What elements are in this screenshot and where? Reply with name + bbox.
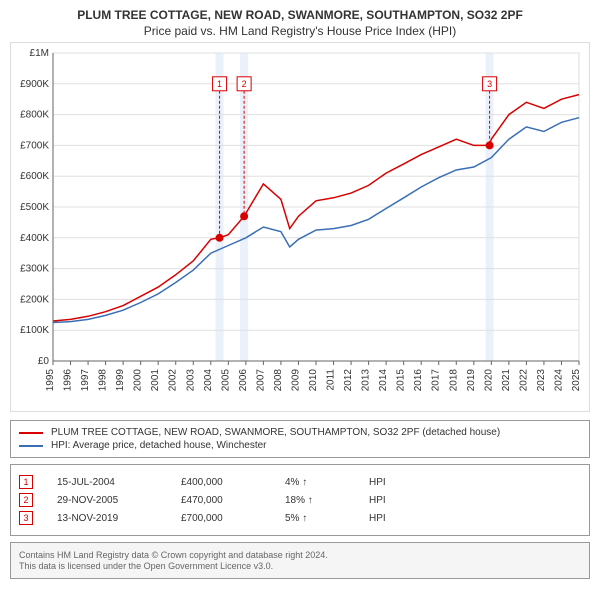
x-tick-label: 1997 [80,369,91,392]
footer-line1: Contains HM Land Registry data © Crown c… [19,550,581,560]
x-tick-label: 2003 [185,369,196,392]
event-point [486,141,494,149]
x-tick-label: 2019 [466,369,477,392]
y-tick-label: £400K [20,233,49,244]
y-tick-label: £800K [20,110,49,121]
x-tick-label: 2023 [536,369,547,392]
x-tick-label: 2016 [413,369,424,392]
x-tick-label: 1999 [115,369,126,392]
y-tick-label: £200K [20,294,49,305]
x-tick-label: 2024 [553,369,564,392]
event-row: 2 29-NOV-2005 £470,000 18% ↑ HPI [19,493,581,507]
event-pct: 18% ↑ [285,495,345,506]
event-marker-icon: 2 [19,493,33,507]
x-tick-label: 2009 [290,369,301,392]
y-tick-label: £500K [20,202,49,213]
x-tick-label: 2014 [378,369,389,392]
event-suffix: HPI [369,477,386,488]
event-marker-icon: 3 [19,511,33,525]
legend-label: PLUM TREE COTTAGE, NEW ROAD, SWANMORE, S… [51,427,500,438]
x-tick-label: 2022 [518,369,529,392]
event-price: £400,000 [181,477,261,488]
chart-title-block: PLUM TREE COTTAGE, NEW ROAD, SWANMORE, S… [8,8,592,38]
legend-swatch [19,445,43,447]
event-row: 1 15-JUL-2004 £400,000 4% ↑ HPI [19,475,581,489]
event-suffix: HPI [369,495,386,506]
legend-box: PLUM TREE COTTAGE, NEW ROAD, SWANMORE, S… [10,420,590,458]
event-date: 29-NOV-2005 [57,495,157,506]
x-tick-label: 2025 [571,369,582,392]
y-tick-label: £0 [38,356,50,367]
legend-row: HPI: Average price, detached house, Winc… [19,440,581,451]
x-tick-label: 2007 [255,369,266,392]
y-tick-label: £1M [30,48,49,59]
event-marker-num: 1 [217,79,222,89]
chart-title-line1: PLUM TREE COTTAGE, NEW ROAD, SWANMORE, S… [8,8,592,22]
x-tick-label: 1996 [63,369,74,392]
chart-container: £0 £100K £200K £300K £400K £500K £600K £700K £80… [10,42,590,412]
events-table: 1 15-JUL-2004 £400,000 4% ↑ HPI 2 29-NOV-2005 £… [10,464,590,536]
y-tick-label: £700K [20,140,49,151]
event-row: 3 13-NOV-2019 £700,000 5% ↑ HPI [19,511,581,525]
x-tick-label: 2008 [273,369,284,392]
event-date: 13-NOV-2019 [57,513,157,524]
y-tick-label: £300K [20,264,49,275]
x-tick-label: 2013 [361,369,372,392]
y-tick-label: £900K [20,79,49,90]
price-chart: £0 £100K £200K £300K £400K £500K £600K £700K £80… [11,43,591,413]
legend-swatch [19,432,43,434]
x-tick-label: 2020 [483,369,494,392]
x-tick-label: 2012 [343,369,354,392]
legend-label: HPI: Average price, detached house, Winc… [51,440,267,451]
event-price: £700,000 [181,513,261,524]
x-tick-label: 2002 [168,369,179,392]
event-suffix: HPI [369,513,386,524]
y-tick-label: £600K [20,171,49,182]
event-pct: 4% ↑ [285,477,345,488]
x-tick-label: 2021 [501,369,512,392]
event-date: 15-JUL-2004 [57,477,157,488]
x-tick-label: 2015 [396,369,407,392]
footer-line2: This data is licensed under the Open Gov… [19,561,581,571]
x-tick-label: 2010 [308,369,319,392]
legend-row: PLUM TREE COTTAGE, NEW ROAD, SWANMORE, S… [19,427,581,438]
x-tick-label: 2004 [203,369,214,392]
x-tick-label: 2001 [150,369,161,392]
x-tick-label: 1995 [45,369,56,392]
x-tick-label: 1998 [98,369,109,392]
event-marker-icon: 1 [19,475,33,489]
x-tick-label: 2018 [448,369,459,392]
event-marker-num: 2 [242,79,247,89]
chart-title-line2: Price paid vs. HM Land Registry's House … [8,24,592,38]
x-tick-label: 2000 [133,369,144,392]
event-point [240,212,248,220]
event-price: £470,000 [181,495,261,506]
event-pct: 5% ↑ [285,513,345,524]
y-tick-label: £100K [20,325,49,336]
event-point [216,234,224,242]
event-marker-num: 3 [487,79,492,89]
attribution-footer: Contains HM Land Registry data © Crown c… [10,542,590,579]
x-tick-label: 2017 [431,369,442,392]
x-tick-label: 2005 [220,369,231,392]
x-tick-label: 2011 [326,369,337,391]
x-tick-label: 2006 [238,369,249,392]
